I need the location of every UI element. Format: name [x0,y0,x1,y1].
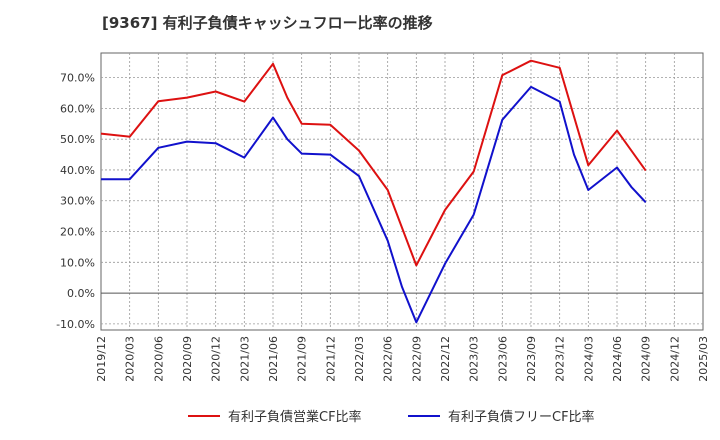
grid-lines [101,53,703,330]
x-tick-label: 2023/09 [525,336,538,382]
x-tick-label: 2019/12 [95,336,108,382]
x-tick-label: 2024/06 [611,336,624,382]
x-tick-label: 2024/03 [582,336,595,382]
x-tick-label: 2022/09 [410,336,423,382]
y-tick-label: -10.0% [56,318,95,331]
legend-label-1: 有利子負債営業CF比率 [228,409,362,425]
y-tick-label: 60.0% [60,102,95,115]
x-tick-label: 2021/09 [296,336,309,382]
y-axis-ticks: -10.0% 0.0% 10.0% 20.0% 30.0% 40.0% 50.0% 60.0%… [56,72,95,331]
x-tick-label: 2025/03 [697,336,710,382]
series-lines [100,59,647,324]
x-tick-label: 2024/12 [668,336,681,382]
x-tick-label: 2020/12 [210,336,223,382]
legend-label-2: 有利子負債フリーCF比率 [448,409,595,425]
y-tick-label: 10.0% [60,256,95,269]
series-line-2 [101,85,647,324]
x-tick-label: 2022/06 [382,336,395,382]
x-tick-label: 2020/03 [124,336,137,382]
x-tick-label: 2023/12 [554,336,567,382]
x-tick-label: 2021/03 [238,336,251,382]
legend: 有利子負債営業CF比率 有利子負債フリーCF比率 [188,409,595,425]
y-tick-label: 40.0% [60,164,95,177]
y-tick-label: 20.0% [60,226,95,239]
x-tick-label: 2024/09 [640,336,653,382]
x-tick-label: 2022/12 [439,336,452,382]
x-axis-ticks: 2019/12 2020/03 2020/06 2020/09 2020/12 2021/… [95,336,710,382]
y-tick-label: 50.0% [60,133,95,146]
x-tick-label: 2023/06 [496,336,509,382]
y-tick-label: 70.0% [60,72,95,85]
x-tick-label: 2021/06 [267,336,280,382]
y-tick-label: 0.0% [67,287,95,300]
x-tick-label: 2020/06 [152,336,165,382]
x-tick-label: 2020/09 [181,336,194,382]
x-tick-label: 2023/03 [468,336,481,382]
y-tick-label: 30.0% [60,195,95,208]
x-tick-label: 2021/12 [324,336,337,382]
chart-title: [9367] 有利子負債キャッシュフロー比率の推移 [102,14,433,32]
x-tick-label: 2022/03 [353,336,366,382]
series-line-1 [100,59,647,267]
